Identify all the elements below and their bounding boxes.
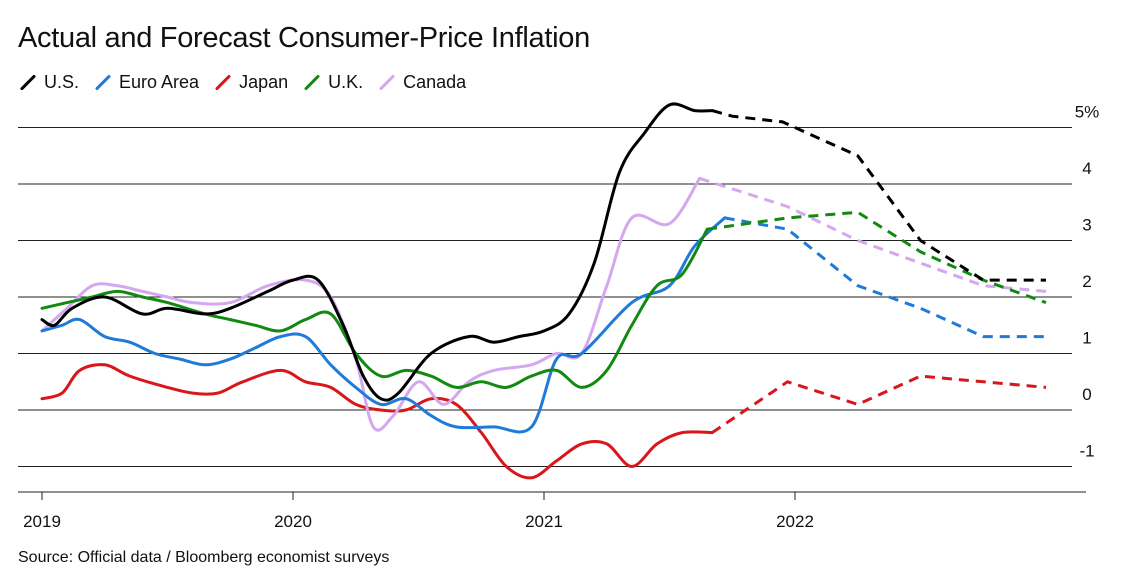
series-line-forecast (699, 176, 1047, 293)
legend-item: Japan (213, 72, 288, 93)
y-tick-label: -1 (1079, 442, 1094, 461)
chart-source: Source: Official data / Bloomberg econom… (18, 549, 390, 566)
y-tick-label: 2 (1082, 272, 1091, 291)
series-line-forecast (711, 374, 1047, 434)
legend-label: U.K. (328, 72, 364, 92)
series-line-forecast (724, 216, 1046, 339)
y-tick-label: 0 (1082, 385, 1091, 404)
legend-item: U.K. (302, 72, 363, 93)
x-tick-label: 2020 (274, 512, 312, 531)
y-tick-label: 4 (1082, 159, 1091, 178)
series-line-actual (40, 227, 709, 389)
legend-item: Canada (377, 72, 466, 93)
series-line-forecast (711, 109, 1046, 282)
series-line-actual (40, 363, 714, 480)
y-tick-label: 1 (1082, 329, 1091, 348)
y-tick-label: 5% (1075, 103, 1100, 122)
chart-legend: U.S. Euro Area Japan U.K. Canada (18, 72, 466, 93)
x-tick-label: 2019 (23, 512, 61, 531)
chart-title: Actual and Forecast Consumer-Price Infla… (18, 22, 590, 54)
y-tick-label: 3 (1082, 216, 1091, 235)
legend-label: U.S. (44, 72, 80, 92)
legend-label: Canada (403, 72, 467, 92)
legend-item: Euro Area (93, 72, 199, 93)
x-tick-label: 2021 (525, 512, 563, 531)
legend-label: Euro Area (119, 72, 200, 92)
series-line-actual (40, 102, 714, 402)
legend-label: Japan (239, 72, 289, 92)
series-line-forecast (706, 210, 1047, 305)
legend-item: U.S. (18, 72, 79, 93)
x-tick-label: 2022 (776, 512, 814, 531)
series-line-actual (40, 176, 702, 432)
series-line-actual (40, 216, 727, 434)
